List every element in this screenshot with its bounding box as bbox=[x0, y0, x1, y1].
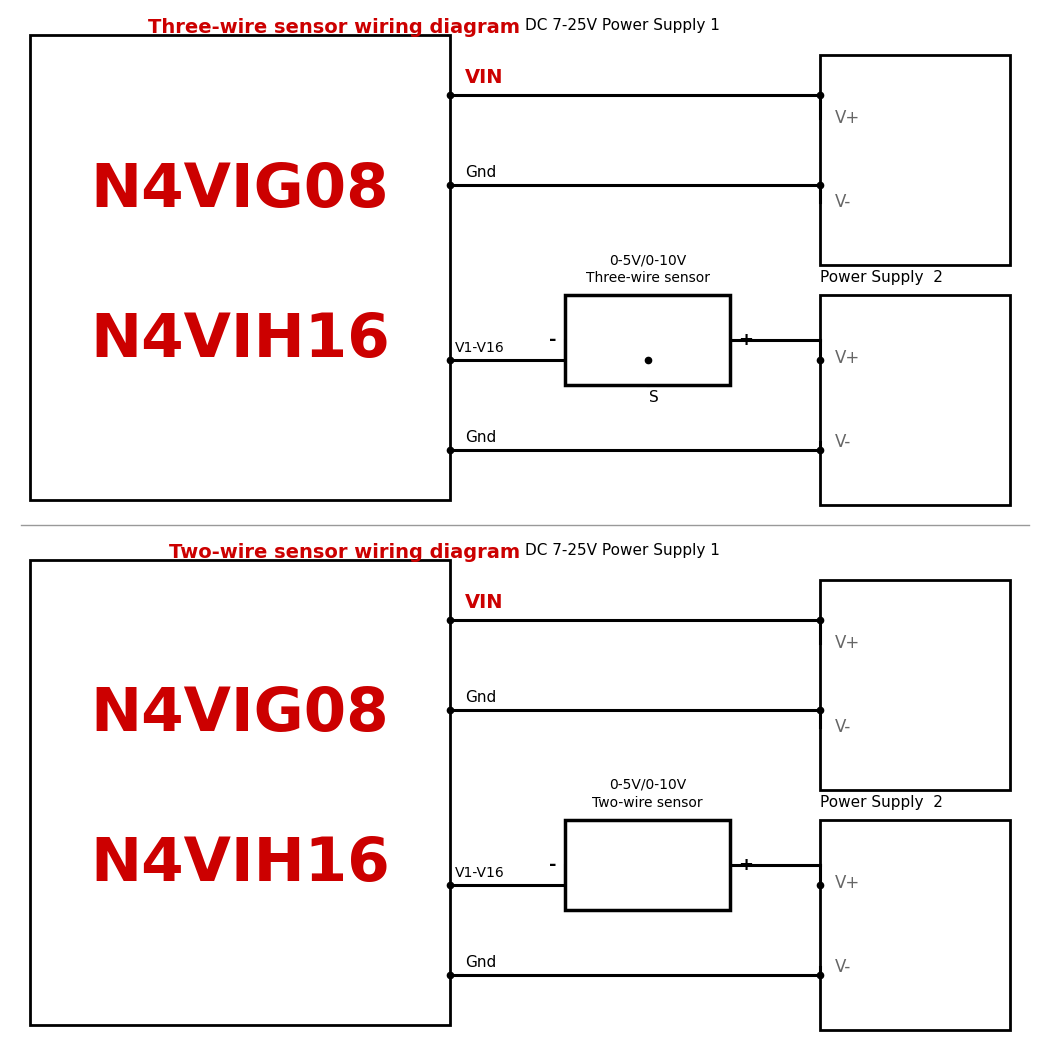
Text: V+: V+ bbox=[835, 874, 860, 892]
Text: N4VIH16: N4VIH16 bbox=[90, 311, 390, 370]
Bar bbox=[820, 580, 1010, 790]
Text: N4VIH16: N4VIH16 bbox=[90, 836, 390, 895]
Text: DC 7-25V Power Supply 1: DC 7-25V Power Supply 1 bbox=[525, 18, 720, 33]
Text: DC 7-25V Power Supply 1: DC 7-25V Power Supply 1 bbox=[525, 543, 720, 558]
Text: V-: V- bbox=[835, 958, 852, 976]
Text: +: + bbox=[738, 331, 753, 349]
Text: N4VIG08: N4VIG08 bbox=[90, 161, 390, 219]
Text: 0-5V/0-10V: 0-5V/0-10V bbox=[609, 253, 686, 267]
Bar bbox=[30, 560, 450, 1025]
Text: Gnd: Gnd bbox=[465, 956, 497, 970]
Text: V+: V+ bbox=[835, 109, 860, 127]
Text: Three-wire sensor wiring diagram: Three-wire sensor wiring diagram bbox=[148, 18, 520, 37]
Text: V+: V+ bbox=[835, 634, 860, 652]
Text: Gnd: Gnd bbox=[465, 690, 497, 705]
Text: Gnd: Gnd bbox=[465, 165, 497, 180]
Text: Two-wire sensor wiring diagram: Two-wire sensor wiring diagram bbox=[169, 543, 520, 562]
Text: V-: V- bbox=[835, 433, 852, 452]
Text: VIN: VIN bbox=[465, 68, 504, 87]
Text: Gnd: Gnd bbox=[465, 430, 497, 445]
Text: +: + bbox=[738, 856, 753, 874]
Text: V1-V16: V1-V16 bbox=[455, 341, 505, 355]
Text: S: S bbox=[650, 390, 659, 405]
Text: Power Supply  2: Power Supply 2 bbox=[820, 270, 943, 285]
Bar bbox=[820, 820, 1010, 1030]
Text: Three-wire sensor: Three-wire sensor bbox=[586, 271, 710, 285]
Text: 0-5V/0-10V: 0-5V/0-10V bbox=[609, 778, 686, 792]
Text: N4VIG08: N4VIG08 bbox=[90, 686, 390, 744]
Text: V-: V- bbox=[835, 718, 852, 736]
Bar bbox=[565, 820, 730, 910]
Text: V1-V16: V1-V16 bbox=[455, 866, 505, 880]
Text: V-: V- bbox=[835, 193, 852, 211]
Text: V+: V+ bbox=[835, 349, 860, 368]
Text: VIN: VIN bbox=[465, 593, 504, 612]
Text: -: - bbox=[549, 856, 556, 874]
Text: -: - bbox=[549, 331, 556, 349]
Text: Power Supply  2: Power Supply 2 bbox=[820, 795, 943, 810]
Bar bbox=[30, 35, 450, 500]
Bar bbox=[820, 55, 1010, 265]
Bar bbox=[820, 295, 1010, 505]
Text: Two-wire sensor: Two-wire sensor bbox=[592, 796, 702, 810]
Bar bbox=[565, 295, 730, 385]
